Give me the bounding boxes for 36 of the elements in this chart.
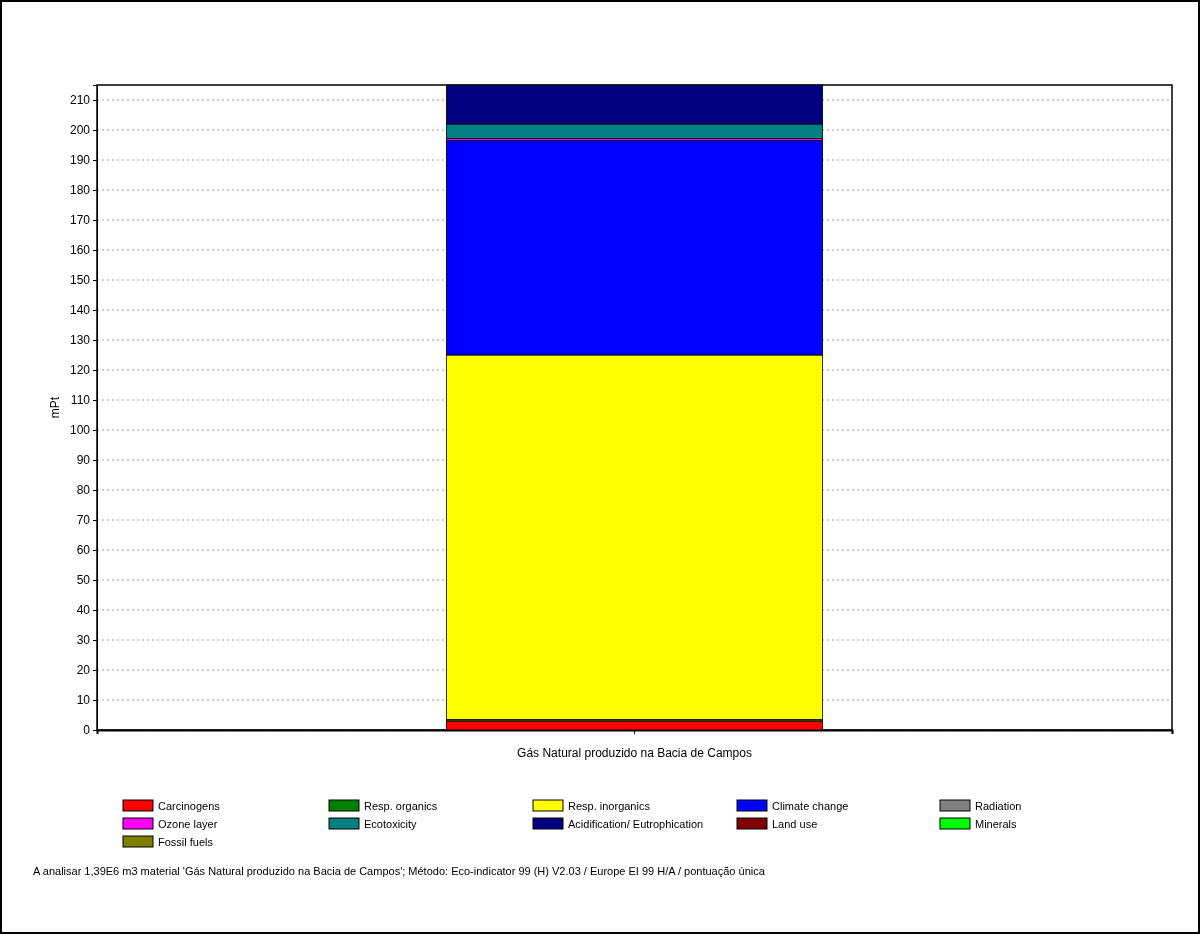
legend-label: Resp. inorganics: [568, 800, 651, 812]
y-tick-label: 150: [69, 273, 91, 288]
y-tick-label: 20: [76, 663, 91, 678]
y-tick-label: 200: [69, 123, 91, 138]
y-tick-label: 140: [69, 303, 91, 318]
y-tick-label: 60: [76, 543, 91, 558]
y-tick-label: 120: [69, 363, 91, 378]
y-tick-label: 40: [76, 603, 91, 618]
legend-label: Land use: [772, 818, 818, 830]
y-tick-label: 210: [69, 93, 91, 108]
legend-label: Climate change: [772, 800, 849, 812]
y-tick-label: 70: [76, 513, 91, 528]
legend-label: Carcinogens: [158, 800, 221, 812]
legend-label: Resp. organics: [364, 800, 438, 812]
y-tick-label: 100: [69, 423, 91, 438]
y-axis-title: mPt: [48, 396, 62, 419]
text: A analisar 1,39E6 m3 material 'Gás Natural produzido na Bacia de Campos'; Método: Eco-indicator 99 (H) V2.03 / Europe EI 99 H/A / pontuação única: [33, 865, 766, 877]
y-tick-label: 90: [76, 453, 91, 468]
legend-label: Ecotoxicity: [364, 818, 418, 830]
y-tick-label: 110: [70, 393, 91, 408]
y-tick-label: 170: [69, 213, 91, 228]
legend-label: Acidification/ Eutrophication: [568, 818, 704, 830]
legend-label: Minerals: [975, 818, 1018, 830]
legend-label: Ozone layer: [158, 818, 218, 830]
y-tick-label: 190: [69, 153, 91, 168]
legend-label: Fossil fuels: [158, 836, 214, 848]
x-tick-label: Gás Natural produzido na Bacia de Campos: [517, 745, 752, 760]
y-tick-label: 0: [83, 723, 91, 738]
y-tick-label: 30: [76, 633, 91, 648]
y-tick-label: 80: [76, 483, 91, 498]
legend-label: Radiation: [975, 800, 1022, 812]
y-tick-label: 10: [76, 693, 91, 708]
y-tick-label: 160: [69, 243, 91, 258]
y-tick-label: 50: [76, 573, 91, 588]
y-tick-label: 130: [69, 333, 91, 348]
y-tick-label: 180: [69, 183, 91, 198]
